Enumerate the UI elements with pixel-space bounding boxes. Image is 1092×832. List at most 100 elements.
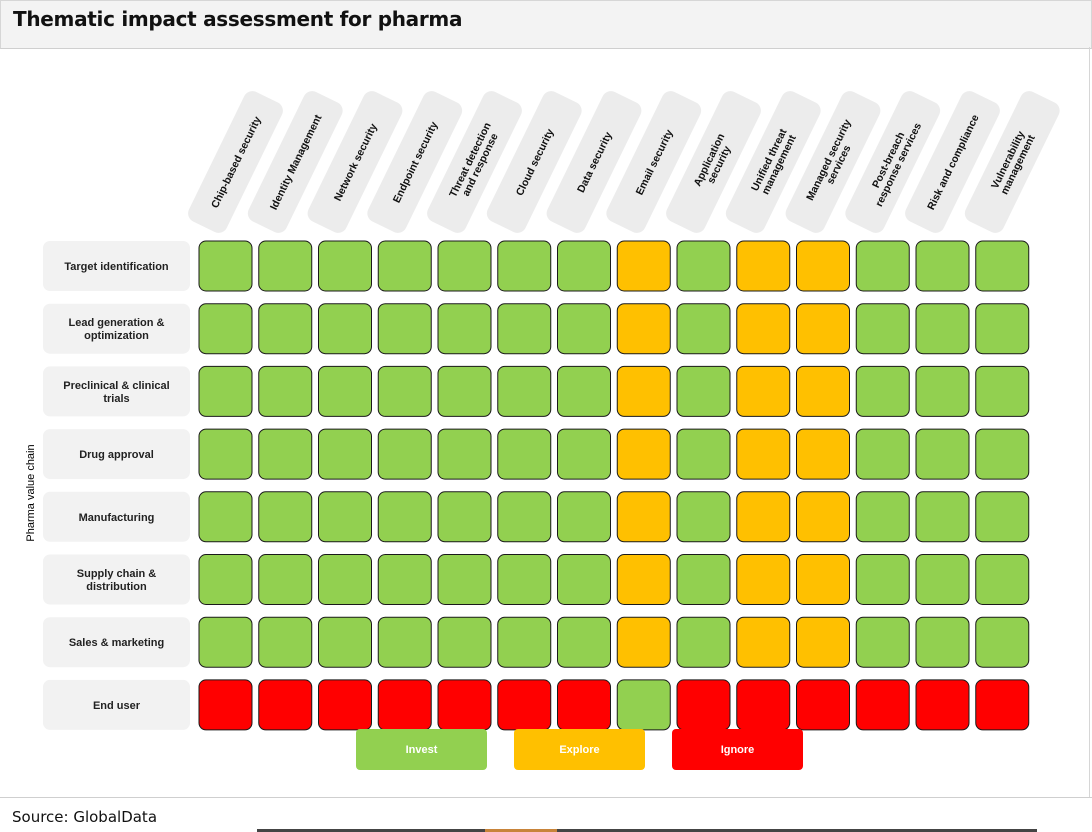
heatmap-cell <box>736 365 791 417</box>
legend-label: Invest <box>406 744 438 756</box>
heatmap-cell <box>318 491 372 543</box>
heatmap-cell <box>377 240 432 292</box>
heatmap-cell <box>915 365 970 417</box>
legend-swatch <box>514 729 645 770</box>
page-title: Thematic impact assessment for pharma <box>13 7 463 31</box>
source-note: Source: GlobalData <box>12 808 158 826</box>
heatmap-cell <box>855 303 910 355</box>
heatmap-cell <box>676 554 731 605</box>
heatmap-cell <box>198 240 253 292</box>
column-header-bg <box>486 91 582 233</box>
heatmap-cell <box>318 679 372 731</box>
heatmap-cell <box>377 616 432 668</box>
heatmap-cell <box>497 303 552 355</box>
heatmap-cell <box>855 491 910 543</box>
heatmap-cell <box>198 616 253 668</box>
heatmap-cell <box>497 679 552 731</box>
heatmap-cell <box>616 616 671 668</box>
column-header-bg <box>307 91 403 233</box>
header-bar: Thematic impact assessment for pharma <box>0 0 1092 49</box>
column-header-bg <box>845 91 941 233</box>
heatmap-cell <box>437 554 492 605</box>
heatmap-cell <box>736 428 791 480</box>
heatmap-cell <box>855 240 910 292</box>
column-header-bg <box>188 91 283 233</box>
row-label: End user <box>93 700 141 712</box>
heatmap-cell <box>258 365 313 417</box>
column-header-bg <box>666 91 761 233</box>
heatmap-cell <box>616 679 671 731</box>
heatmap-cell <box>437 616 492 668</box>
heatmap-cell <box>796 616 850 668</box>
legend-swatch <box>356 729 487 770</box>
heatmap-cell <box>258 240 313 292</box>
row-label-bg <box>43 554 190 605</box>
heatmap-cell <box>676 428 731 480</box>
heatmap-cell <box>557 679 611 731</box>
heatmap-cell <box>557 554 611 605</box>
heatmap-cell <box>616 240 671 292</box>
row-label: Supply chain & distribution <box>77 568 157 593</box>
heatmap-cell <box>975 554 1030 605</box>
row-label: Drug approval <box>79 449 154 461</box>
heatmap-cell <box>915 491 970 543</box>
heatmap-cell <box>975 491 1030 543</box>
heatmap-cell <box>557 616 611 668</box>
heatmap-cell <box>855 616 910 668</box>
heatmap-cell <box>377 679 432 731</box>
row-label-bg <box>43 366 190 417</box>
heatmap-cell <box>497 365 552 417</box>
column-header-tab: Data security <box>546 91 642 233</box>
footer-divider <box>0 797 1092 798</box>
heatmap-cell <box>557 365 611 417</box>
heatmap-cell <box>736 303 791 355</box>
heatmap-cell <box>497 554 552 605</box>
heatmap-cell <box>736 240 791 292</box>
row-label-bg <box>43 679 190 730</box>
heatmap-cell <box>198 428 253 480</box>
heatmap-cell <box>318 240 372 292</box>
heatmap-cell <box>318 365 372 417</box>
heatmap-cell <box>855 679 910 731</box>
heatmap-cell <box>198 554 253 605</box>
heatmap-cell <box>736 554 791 605</box>
heatmap-cell <box>915 428 970 480</box>
row-label: Manufacturing <box>79 512 155 524</box>
heatmap-cell <box>318 303 372 355</box>
column-header-bg <box>427 91 522 233</box>
heatmap-cell <box>975 428 1030 480</box>
heatmap-cell <box>497 428 552 480</box>
row-label: Preclinical & clinical trials <box>63 380 169 405</box>
heatmap-cell <box>318 554 372 605</box>
heatmap-cell <box>796 554 850 605</box>
heatmap-cell <box>258 616 313 668</box>
heatmap-cell <box>198 303 253 355</box>
heatmap-cell <box>616 365 671 417</box>
heatmap-cell <box>437 365 492 417</box>
heatmap-cell <box>377 491 432 543</box>
heatmap-cell <box>497 491 552 543</box>
row-label: Lead generation & optimization <box>69 317 165 342</box>
heatmap-cell <box>318 616 372 668</box>
heatmap-cell <box>377 428 432 480</box>
heatmap-cell <box>318 428 372 480</box>
heatmap-cell <box>915 303 970 355</box>
column-header-bg <box>367 91 463 233</box>
heatmap-cell <box>258 554 313 605</box>
heatmap-cell <box>676 491 731 543</box>
heatmap-cell <box>676 365 731 417</box>
column-header-bg <box>785 91 881 233</box>
heatmap-cell <box>198 491 253 543</box>
heatmap-cell <box>796 428 850 480</box>
heatmap-cell <box>975 240 1030 292</box>
heatmap-cell <box>437 491 492 543</box>
column-header-bg <box>546 91 642 233</box>
heatmap-cell <box>258 428 313 480</box>
heatmap-cell <box>975 303 1030 355</box>
heatmap-cell <box>676 616 731 668</box>
heatmap-cell <box>437 303 492 355</box>
heatmap-cell <box>975 365 1030 417</box>
heatmap-cell <box>915 240 970 292</box>
heatmap-cell <box>915 679 970 731</box>
heatmap-cell <box>855 554 910 605</box>
